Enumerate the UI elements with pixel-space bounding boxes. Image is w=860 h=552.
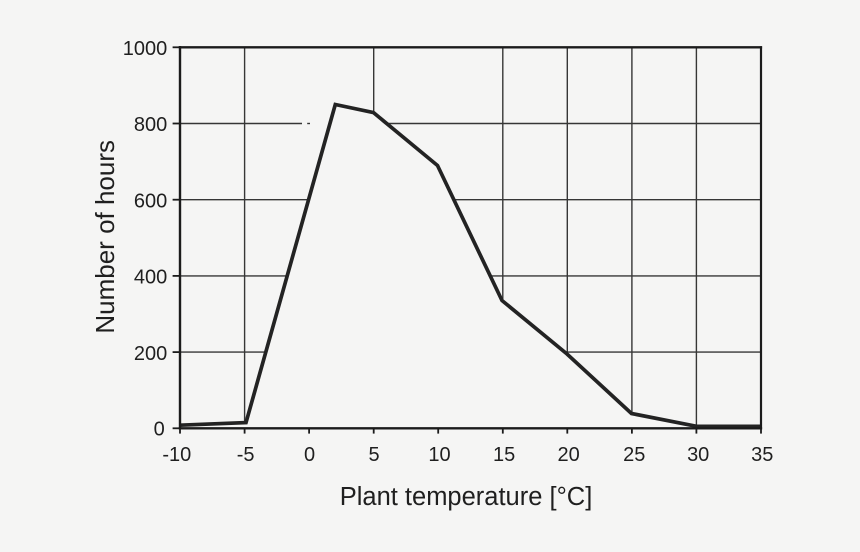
svg-text:Plant temperature [°C]: Plant temperature [°C] [340,483,593,511]
svg-text:1000: 1000 [123,38,168,60]
svg-text:200: 200 [134,343,167,365]
svg-text:400: 400 [134,267,167,289]
svg-text:-10: -10 [162,444,191,466]
svg-text:600: 600 [134,190,167,212]
svg-text:-5: -5 [237,444,255,466]
svg-text:800: 800 [134,114,167,136]
svg-text:15: 15 [493,444,515,466]
svg-text:20: 20 [557,444,579,466]
svg-text:10: 10 [428,444,450,466]
svg-text:Number of hours: Number of hours [90,140,120,334]
svg-text:0: 0 [304,444,315,466]
svg-text:25: 25 [623,444,645,466]
svg-text:35: 35 [751,444,773,466]
svg-text:5: 5 [369,444,380,466]
svg-text:0: 0 [154,418,165,440]
svg-text:30: 30 [687,444,709,466]
